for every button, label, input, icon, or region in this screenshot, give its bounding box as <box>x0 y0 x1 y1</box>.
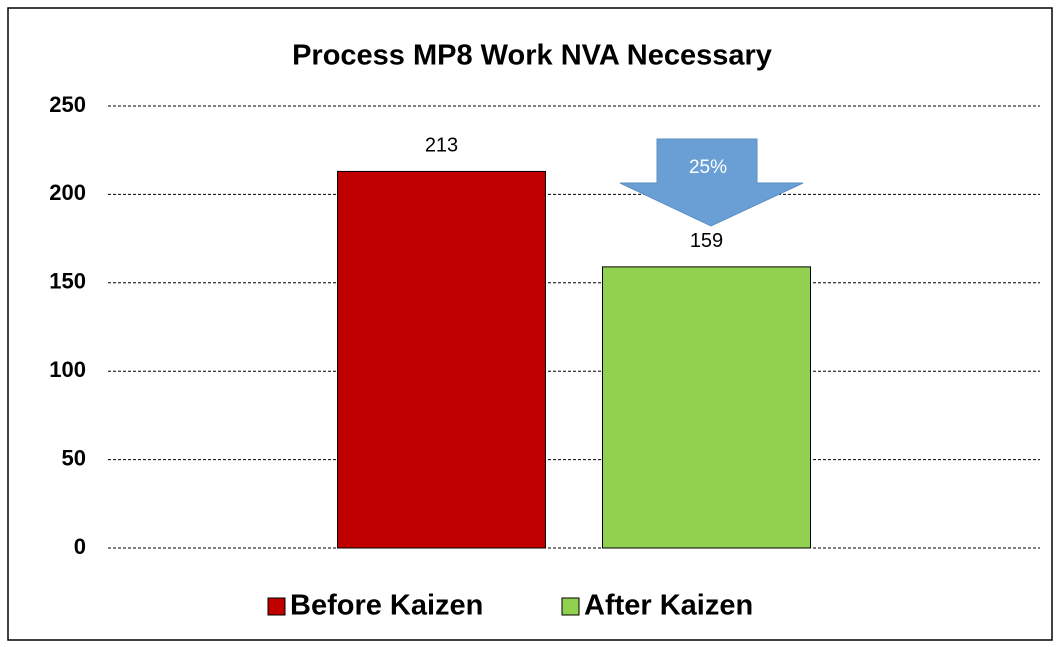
legend-swatch <box>267 597 286 616</box>
data-label: 213 <box>425 135 458 157</box>
arrow-shape <box>619 138 804 227</box>
annotation: 25% <box>689 157 727 178</box>
y-tick-label: 150 <box>49 269 86 294</box>
bar <box>602 266 811 549</box>
y-tick-label: 200 <box>49 180 86 205</box>
y-tick-label: 50 <box>62 445 86 470</box>
legend-label: After Kaizen <box>584 590 753 622</box>
chart-title: Process MP8 Work NVA Necessary <box>292 40 772 72</box>
arrow-annotation: 25% <box>619 138 804 227</box>
bar <box>337 170 546 549</box>
y-tick-label: 250 <box>49 92 86 117</box>
legend-label: Before Kaizen <box>290 590 483 622</box>
legend-swatch <box>561 597 580 616</box>
y-tick-label: 0 <box>74 534 86 559</box>
data-label: 159 <box>690 230 723 252</box>
y-tick-label: 100 <box>49 357 86 382</box>
